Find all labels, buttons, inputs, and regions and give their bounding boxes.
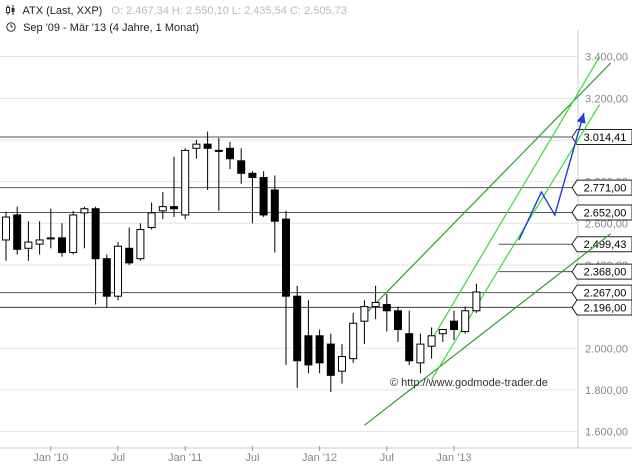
trend-line-inner-upper bbox=[431, 56, 601, 341]
candle bbox=[259, 171, 268, 218]
candle bbox=[248, 171, 257, 224]
candle bbox=[35, 221, 44, 255]
level-label: 2.771,00 bbox=[571, 179, 632, 196]
y-tick-label: 2.600,00 bbox=[585, 218, 628, 230]
level-label-text: 2.652,00 bbox=[584, 207, 627, 219]
candle bbox=[450, 310, 458, 340]
projection-arrowhead bbox=[576, 112, 586, 124]
chart-header-period: Sep '09 - Mär '13 (4 Jahre, 1 Monat) bbox=[6, 22, 199, 34]
level-label-text: 2.267,00 bbox=[584, 288, 627, 300]
candle bbox=[24, 221, 33, 261]
level-label: 2.499,43 bbox=[571, 236, 632, 253]
candle bbox=[304, 300, 313, 374]
level-label-text: 2.368,00 bbox=[584, 267, 627, 279]
candle bbox=[46, 208, 55, 249]
trend-line-inner-lower bbox=[431, 104, 601, 380]
candle bbox=[147, 202, 156, 230]
clock-icon bbox=[6, 22, 16, 32]
x-tick-label: Jul bbox=[245, 452, 259, 464]
candle bbox=[438, 329, 447, 343]
candle bbox=[338, 344, 346, 384]
candle bbox=[226, 142, 234, 170]
x-tick-label: Jul bbox=[380, 452, 394, 464]
candle bbox=[360, 300, 369, 345]
candle bbox=[270, 175, 279, 253]
candle bbox=[405, 310, 414, 365]
candle bbox=[58, 223, 66, 257]
level-label: 2.652,00 bbox=[571, 204, 632, 221]
candle bbox=[349, 312, 358, 363]
x-tick-label: Jul bbox=[111, 452, 125, 464]
candle bbox=[427, 327, 436, 359]
level-label: 2.196,00 bbox=[571, 299, 632, 316]
candle bbox=[13, 206, 22, 255]
candle bbox=[91, 206, 100, 305]
candle bbox=[214, 137, 223, 211]
candle bbox=[158, 192, 167, 220]
x-tick-label: Jan '11 bbox=[168, 452, 202, 464]
candle bbox=[371, 285, 380, 320]
candle bbox=[102, 254, 111, 308]
level-label: 2.267,00 bbox=[571, 284, 632, 301]
trend-line-outer-upper bbox=[363, 62, 612, 316]
candle bbox=[237, 148, 246, 184]
y-tick-label: 2.000,00 bbox=[585, 343, 628, 355]
y-tick-label: 3.400,00 bbox=[585, 52, 628, 64]
ohlc-values: O: 2.467,34 H: 2.550,10 L: 2.435,54 C: 2… bbox=[111, 5, 347, 17]
candle bbox=[136, 223, 145, 261]
candle bbox=[282, 210, 290, 365]
candlestick-icon bbox=[6, 5, 15, 15]
x-tick-label: Jan '13 bbox=[436, 452, 471, 464]
candle bbox=[394, 306, 402, 343]
y-tick-label: 3.200,00 bbox=[585, 93, 628, 105]
candle bbox=[192, 139, 201, 159]
level-label-text: 2.196,00 bbox=[584, 302, 627, 314]
candle bbox=[293, 285, 302, 388]
candle bbox=[315, 329, 324, 374]
candle bbox=[416, 333, 425, 374]
symbol-label: ATX (Last, XXP) bbox=[22, 5, 103, 17]
candle bbox=[69, 210, 78, 255]
candle bbox=[472, 283, 481, 313]
candle bbox=[170, 156, 178, 218]
candle bbox=[114, 242, 122, 301]
candle bbox=[80, 206, 89, 249]
level-label: 3.014,41 bbox=[571, 128, 632, 145]
candle bbox=[2, 211, 10, 261]
level-label: 2.368,00 bbox=[571, 263, 632, 280]
candle bbox=[461, 306, 470, 334]
chart-header-symbol: ATX (Last, XXP) O: 2.467,34 H: 2.550,10 … bbox=[6, 5, 347, 17]
candle bbox=[382, 294, 391, 332]
level-label-text: 2.771,00 bbox=[584, 183, 627, 195]
trend-line-outer-lower bbox=[364, 233, 612, 426]
period-label: Sep '09 - Mär '13 (4 Jahre, 1 Monat) bbox=[23, 22, 200, 34]
candle bbox=[326, 333, 335, 393]
level-label-text: 3.014,41 bbox=[584, 132, 627, 144]
candle bbox=[125, 227, 134, 265]
candle bbox=[181, 148, 190, 220]
watermark: © http://www.godmode-trader.de bbox=[390, 377, 548, 389]
x-tick-label: Jan '10 bbox=[33, 452, 68, 464]
projection-path bbox=[518, 112, 585, 241]
y-tick-label: 1.800,00 bbox=[585, 385, 628, 397]
candle bbox=[203, 131, 212, 190]
level-label-text: 2.499,43 bbox=[584, 239, 627, 251]
x-tick-label: Jan '12 bbox=[302, 452, 337, 464]
y-tick-label: 1.600,00 bbox=[585, 427, 628, 439]
